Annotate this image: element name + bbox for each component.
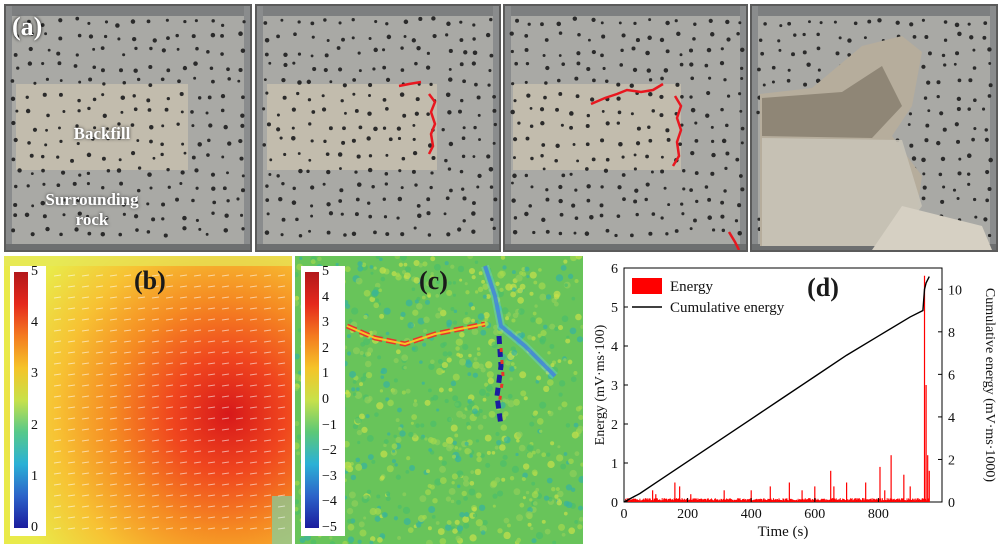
x-tick-label: 0: [621, 507, 628, 522]
colorbar-c-tick-label: 0: [322, 392, 329, 407]
colorbar-c-tick-label: −3: [322, 468, 337, 484]
colorbar-b-gradient: [14, 272, 28, 528]
strain-band: [346, 323, 486, 346]
crack-line: [398, 80, 422, 88]
x-tick-label: 200: [677, 507, 698, 522]
x-tick-label: 600: [804, 507, 825, 522]
surrounding-rock-line1: Surrounding: [45, 190, 139, 209]
colorbar-c-tick-label: 4: [322, 289, 329, 305]
panel-letter-d: (d): [807, 273, 839, 302]
crack-overlay: [398, 80, 437, 155]
colorbar-c-gradient: [305, 272, 319, 528]
cumulative-energy-line: [623, 276, 930, 503]
panel-letter-b: (b): [134, 266, 166, 295]
colorbar-b-tick-label: 2: [31, 417, 38, 433]
contour-map-b: (b) 5 4 3 2 1 0: [4, 256, 292, 544]
photo-propagating-cracks: [503, 4, 748, 252]
photo-failure: [750, 4, 998, 252]
legend-cumulative-label: Cumulative energy: [670, 300, 785, 316]
colorbar-c-tick-label: −1: [322, 417, 337, 433]
surrounding-rock-line2: rock: [75, 210, 109, 229]
photo-initial: Backfill Surrounding rock (a): [4, 4, 252, 252]
energy-chart: 0 200 400 600 800 0 1 2 3 4 5 6 0 2 4 6 8 10 Time (s) Energ…: [588, 256, 1000, 548]
collapse-zone: [760, 36, 992, 250]
contour-map-c: (c) 5 4 3 2 1 0 −1 −2 −3 −4 −5: [295, 256, 583, 544]
backfill-region: [16, 84, 188, 170]
crack-line: [590, 82, 664, 106]
photo-initial-cracks: [255, 4, 501, 252]
y-right-tick-label: 2: [948, 453, 955, 468]
speckle-dots: [509, 16, 745, 238]
legend-energy-swatch: [632, 278, 662, 294]
speckle-dots: [10, 16, 246, 238]
colorbar-c-tick-label: −4: [322, 494, 337, 510]
y-left-tick-label: 1: [611, 457, 618, 472]
colorbar-b-tick-label: 1: [31, 468, 38, 484]
colorbar-b-tick-label: 5: [31, 264, 38, 279]
colorbar-c-tick-label: 1: [322, 366, 329, 382]
colorbar-b-tick-label: 0: [31, 520, 38, 535]
y-right-tick-label: 10: [948, 283, 962, 298]
crack-line: [427, 93, 437, 155]
y-left-tick-label: 0: [611, 496, 618, 511]
y-right-tick-label: 6: [948, 368, 955, 383]
x-axis-label: Time (s): [758, 524, 809, 540]
x-tick-label: 400: [741, 507, 762, 522]
y-left-axis-label: Energy (mV·ms·100): [593, 324, 608, 445]
panel-letter-c: (c): [419, 266, 448, 295]
y-right-tick-label: 8: [948, 326, 955, 341]
colorbar-c-tick-label: 2: [322, 340, 329, 356]
vector-arrows: [53, 274, 286, 530]
plot-frame: [623, 267, 943, 503]
crack-line: [671, 95, 683, 167]
energy-chart-svg: 0 200 400 600 800 0 1 2 3 4 5 6 0 2 4 6 8 10 Time (s) Energ…: [593, 262, 997, 540]
y-left-tick-label: 3: [611, 379, 618, 394]
colorbar-b-tick-label: 4: [31, 315, 38, 331]
y-left-tick-label: 2: [611, 418, 618, 433]
crack-line: [727, 231, 741, 250]
strain-band: [481, 264, 558, 379]
y-right-tick-label: 4: [948, 411, 955, 426]
displacement-field: [4, 256, 292, 544]
panel-letter-a: (a): [12, 12, 43, 41]
backfill-region: [267, 84, 437, 170]
speckle-dots: [262, 16, 498, 238]
crack-overlay: [590, 82, 741, 250]
colorbar-c-tick-label: 5: [322, 264, 329, 279]
colorbar-b-tick-label: 3: [31, 366, 38, 382]
strain-band: [483, 265, 557, 378]
y-left-tick-label: 6: [611, 262, 618, 277]
y-left-tick-label: 5: [611, 301, 618, 316]
backfill-label: Backfill: [73, 124, 131, 143]
surrounding-rock-label: Surrounding rock: [22, 190, 162, 230]
y-right-axis-label: Cumulative energy (mV·ms·1000): [982, 288, 997, 482]
strain-band: [497, 347, 505, 407]
y-left-tick-label: 4: [611, 340, 618, 355]
x-tick-label: 800: [868, 507, 889, 522]
colorbar-c-tick-label: 3: [322, 315, 329, 331]
legend-energy-label: Energy: [670, 279, 714, 295]
colorbar-c-tick-label: −2: [322, 443, 337, 459]
colorbar-c-tick-label: −5: [322, 520, 337, 535]
y-right-tick-label: 0: [948, 496, 955, 511]
